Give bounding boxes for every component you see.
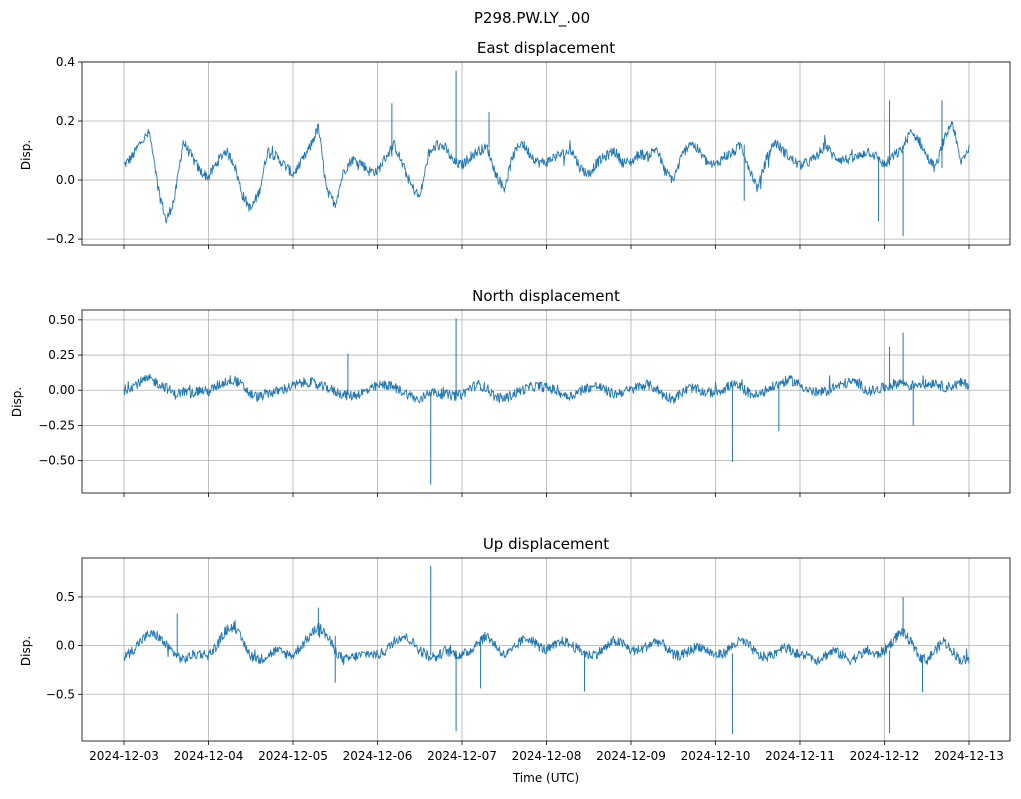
x-tick-label: 2024-12-10 — [681, 749, 751, 763]
x-tick-label: 2024-12-08 — [512, 749, 582, 763]
east-axes-frame — [81, 61, 1011, 246]
x-tick-label: 2024-12-07 — [427, 749, 497, 763]
north-y-tick-label: 0.00 — [48, 383, 75, 397]
east-x-axis — [123, 245, 970, 249]
x-axis-label: Time (UTC) — [512, 771, 579, 785]
east-panel-title: East displacement — [477, 39, 615, 57]
up-y-axis: −0.5 0.0 0.5 — [46, 590, 82, 701]
x-tick-label: 2024-12-11 — [765, 749, 835, 763]
figure-title: P298.PW.LY_.00 — [474, 9, 590, 28]
east-y-axis-label: Disp. — [19, 140, 33, 170]
north-y-axis: −0.50 −0.25 0.00 0.25 0.50 — [38, 313, 82, 468]
x-tick-label: 2024-12-03 — [89, 749, 159, 763]
north-y-axis-label: Disp. — [10, 387, 24, 417]
east-y-axis: −0.2 0.0 0.2 0.4 — [46, 55, 82, 246]
x-tick-label: 2024-12-05 — [258, 749, 328, 763]
up-series-line — [123, 619, 970, 666]
up-y-tick-label: 0.0 — [56, 639, 75, 653]
north-panel-title: North displacement — [472, 287, 620, 305]
x-tick-label: 2024-12-04 — [174, 749, 244, 763]
up-y-axis-label: Disp. — [19, 636, 33, 666]
north-plot-area — [123, 318, 970, 485]
east-panel: East displacement Disp. −0.2 0.0 0.2 0.4 — [19, 39, 1011, 249]
north-y-tick-label: −0.50 — [38, 454, 75, 468]
north-y-tick-label: 0.25 — [48, 348, 75, 362]
up-panel: Up displacement Disp. −0.5 0.0 0.5 2024-12… — [19, 535, 1011, 763]
north-y-tick-label: −0.25 — [38, 418, 75, 432]
north-grid — [82, 310, 1010, 493]
x-tick-label: 2024-12-12 — [850, 749, 920, 763]
up-panel-title: Up displacement — [483, 535, 609, 553]
x-tick-label: 2024-12-09 — [596, 749, 666, 763]
east-y-tick-label: 0.4 — [56, 55, 75, 69]
x-tick-label: 2024-12-13 — [934, 749, 1004, 763]
north-series-line — [123, 373, 970, 404]
north-x-axis — [123, 493, 970, 497]
up-axes-frame — [81, 557, 1011, 742]
up-y-tick-label: −0.5 — [46, 687, 75, 701]
east-series-line — [123, 121, 970, 224]
north-panel: North displacement Disp. −0.50 −0.25 0.00 0… — [10, 287, 1011, 497]
east-plot-area — [123, 70, 970, 237]
up-plot-area — [123, 565, 970, 735]
east-grid — [82, 61, 1010, 245]
x-tick-label: 2024-12-06 — [343, 749, 413, 763]
north-axes-frame — [81, 309, 1011, 494]
up-x-axis: 2024-12-03 2024-12-04 2024-12-05 2024-12-06… — [89, 741, 1004, 763]
east-y-tick-label: −0.2 — [46, 232, 75, 246]
up-grid — [82, 558, 1010, 741]
east-y-tick-label: 0.0 — [56, 173, 75, 187]
north-y-tick-label: 0.50 — [48, 313, 75, 327]
east-y-tick-label: 0.2 — [56, 114, 75, 128]
up-y-tick-label: 0.5 — [56, 590, 75, 604]
